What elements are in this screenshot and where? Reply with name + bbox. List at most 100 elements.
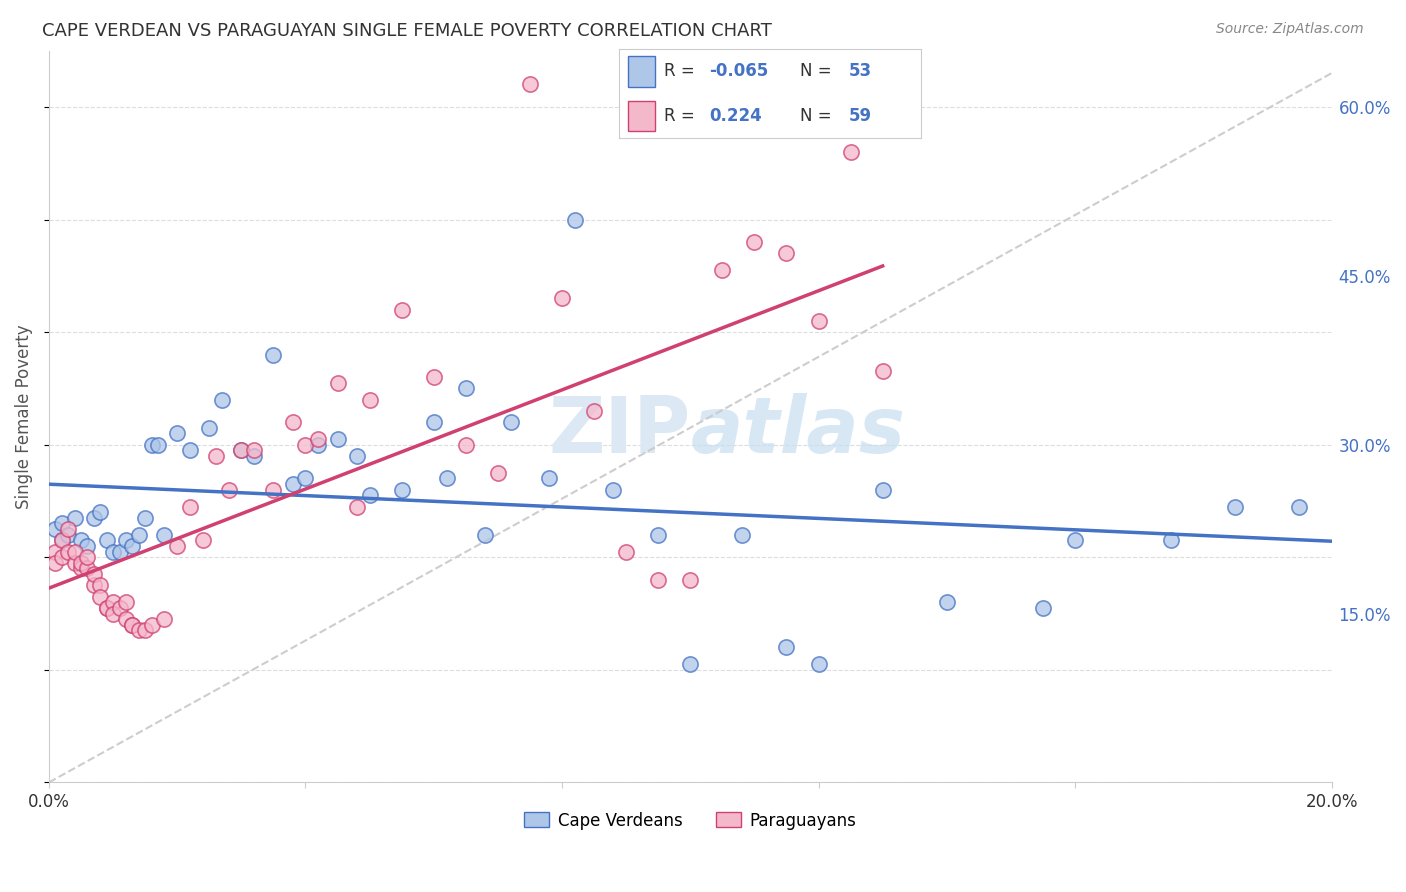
Point [326,376,349,390]
Point [44,522,66,536]
Point [70,556,93,570]
Point [775,246,797,260]
Point [294,471,316,485]
Point [108,600,131,615]
Point [153,612,176,626]
Text: -0.065: -0.065 [710,62,769,80]
Y-axis label: Single Female Poverty: Single Female Poverty [15,324,32,508]
Point [101,607,124,621]
Point [134,624,156,638]
Point [486,466,509,480]
Point [70,533,93,548]
Point [83,511,105,525]
Point [307,432,329,446]
Point [70,561,93,575]
Point [391,302,413,317]
Point [121,617,143,632]
Point [76,561,98,575]
Text: 53: 53 [848,62,872,80]
Point [231,443,253,458]
Point [115,612,138,626]
Point [153,527,176,541]
Point [101,544,124,558]
Point [83,567,105,582]
Point [204,449,226,463]
Point [198,421,221,435]
Point [346,500,368,514]
Point [422,415,444,429]
Point [63,544,86,558]
Point [63,556,86,570]
Point [807,314,830,328]
Point [83,578,105,592]
Point [647,573,669,587]
Point [115,595,138,609]
Point [935,595,957,609]
Point [51,533,73,548]
FancyBboxPatch shape [627,56,655,87]
Point [231,443,253,458]
Point [872,364,894,378]
Point [564,212,586,227]
Point [538,471,561,485]
Point [551,291,574,305]
Point [89,590,111,604]
Point [243,443,266,458]
Text: N =: N = [800,107,837,125]
Point [519,78,541,92]
Point [211,392,233,407]
Point [281,415,304,429]
FancyBboxPatch shape [627,101,655,131]
Point [51,516,73,531]
Text: R =: R = [664,107,700,125]
Point [76,539,98,553]
Point [499,415,522,429]
Point [422,370,444,384]
Point [872,483,894,497]
Point [121,539,143,553]
Point [141,437,163,451]
Point [44,556,66,570]
Point [775,640,797,655]
Point [134,511,156,525]
Point [454,381,477,395]
Point [307,437,329,451]
Point [101,595,124,609]
Point [243,449,266,463]
Point [602,483,624,497]
Point [359,392,381,407]
Point [326,432,349,446]
Point [141,617,163,632]
Point [76,550,98,565]
Point [179,500,201,514]
Point [614,544,637,558]
Point [1064,533,1087,548]
Point [96,600,118,615]
Point [128,527,150,541]
Point [1288,500,1310,514]
Point [294,437,316,451]
Point [281,477,304,491]
Point [583,404,606,418]
Point [63,511,86,525]
Point [89,578,111,592]
Point [58,527,80,541]
Point [218,483,240,497]
Point [96,533,118,548]
Point [96,600,118,615]
Point [44,544,66,558]
Point [58,522,80,536]
Point [839,145,862,159]
Point [128,624,150,638]
Point [454,437,477,451]
Point [191,533,214,548]
Point [474,527,496,541]
Point [51,533,73,548]
Text: CAPE VERDEAN VS PARAGUAYAN SINGLE FEMALE POVERTY CORRELATION CHART: CAPE VERDEAN VS PARAGUAYAN SINGLE FEMALE… [42,22,772,40]
Text: N =: N = [800,62,837,80]
Point [391,483,413,497]
Point [679,573,702,587]
Point [166,539,188,553]
Text: R =: R = [664,62,700,80]
Point [115,533,138,548]
